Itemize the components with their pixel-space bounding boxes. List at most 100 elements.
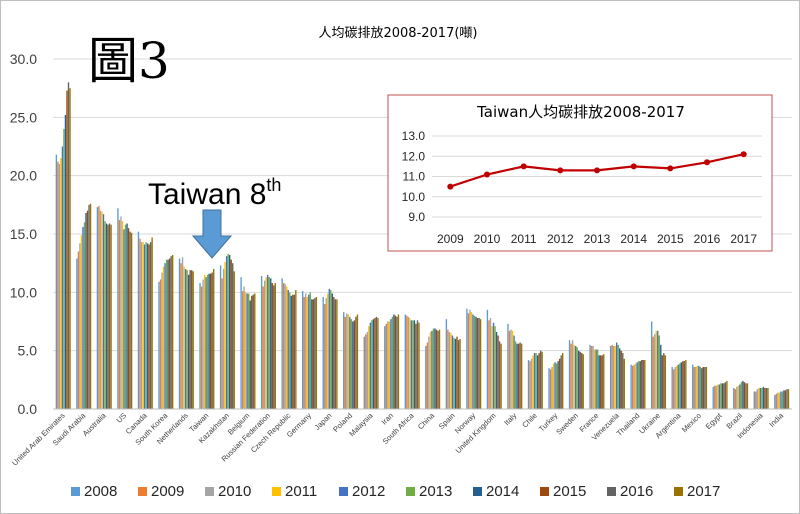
bar-2010 [510, 329, 512, 409]
bar-2009 [57, 161, 59, 409]
inset-data-point [630, 163, 637, 170]
bar-2017 [151, 237, 153, 409]
bar-2013 [289, 292, 291, 409]
bar-2011 [429, 332, 432, 409]
bar-2008 [281, 278, 283, 409]
bar-2010 [428, 336, 430, 409]
inset-x-tick-label: 2015 [657, 232, 684, 246]
bar-2008 [774, 395, 776, 409]
bar-2014 [536, 355, 539, 409]
main-x-tick-label: Malaysia [347, 410, 375, 438]
bar-2008 [650, 321, 653, 409]
inset-data-point [484, 171, 490, 178]
legend-swatch [71, 487, 80, 496]
main-x-tick-label: US [115, 411, 129, 425]
bar-2012 [431, 330, 433, 409]
bar-2016 [273, 285, 275, 409]
bar-2010 [777, 392, 779, 409]
main-y-tick-label: 0.0 [18, 401, 38, 417]
bar-2010 [530, 358, 533, 409]
bar-2011 [491, 326, 493, 409]
bar-2011 [327, 293, 329, 409]
bar-2017 [110, 224, 112, 409]
bar-2010 [202, 279, 204, 409]
bar-2013 [494, 326, 496, 409]
bar-2014 [721, 383, 724, 409]
bar-2010 [79, 243, 81, 409]
bar-2008 [486, 309, 489, 409]
bar-2009 [467, 313, 470, 409]
bar-2009 [426, 342, 429, 409]
legend-label: 2011 [285, 483, 317, 500]
main-x-tick-label: Thailand [615, 411, 642, 438]
bar-2013 [391, 316, 394, 409]
bar-2017 [479, 319, 482, 409]
bar-2015 [456, 336, 458, 409]
bar-2008 [55, 154, 58, 409]
bar-2011 [593, 349, 596, 409]
bar-2015 [127, 228, 130, 409]
bar-2012 [369, 322, 372, 409]
bar-2012 [780, 391, 782, 409]
bar-2010 [469, 309, 471, 409]
bar-2017 [541, 351, 543, 409]
bar-2008 [302, 291, 304, 409]
legend-label: 2010 [218, 483, 251, 500]
bar-2010 [551, 367, 553, 409]
legend-label: 2009 [151, 483, 184, 500]
bar-2009 [159, 279, 162, 409]
bar-2017 [562, 353, 564, 409]
bar-2014 [290, 295, 292, 409]
bar-2014 [167, 259, 169, 409]
bar-2009 [139, 238, 141, 409]
bar-2014 [352, 321, 354, 409]
bar-2011 [183, 266, 185, 409]
bar-2017 [295, 290, 297, 409]
bar-2017 [213, 269, 215, 409]
bar-2010 [654, 334, 656, 409]
bar-2014 [64, 115, 67, 409]
inset-series-taiwan [447, 151, 747, 190]
legend-swatch [674, 487, 683, 496]
bar-2008 [260, 276, 263, 409]
legend-label: 2008 [84, 483, 117, 500]
bar-2011 [655, 330, 657, 409]
bar-2015 [292, 294, 294, 409]
bar-2008 [404, 314, 407, 409]
bar-2013 [371, 320, 373, 409]
bar-2008 [363, 336, 365, 409]
bar-2013 [309, 292, 311, 409]
main-y-tick-label: 30.0 [10, 51, 37, 67]
bar-2016 [745, 383, 747, 409]
bar-2013 [514, 341, 517, 409]
bar-2015 [168, 258, 171, 409]
bar-2015 [723, 383, 725, 409]
bar-2016 [190, 270, 193, 409]
inset-x-tick-label: 2012 [547, 232, 574, 246]
bar-2017 [685, 360, 687, 409]
bar-2012 [533, 353, 536, 409]
bar-2013 [740, 382, 743, 409]
bar-2015 [497, 335, 499, 409]
bar-2015 [271, 283, 273, 409]
main-bars [55, 82, 790, 410]
bar-2013 [658, 335, 660, 409]
bar-2016 [519, 342, 521, 409]
bar-2008 [712, 386, 714, 409]
main-y-tick-label: 15.0 [10, 226, 37, 242]
bar-2016 [663, 353, 665, 409]
bar-2011 [573, 344, 575, 409]
bar-2013 [555, 363, 558, 409]
bar-2013 [781, 391, 784, 409]
bar-2015 [661, 355, 663, 409]
bar-2014 [619, 348, 621, 409]
legend-label: 2014 [486, 483, 519, 500]
bar-2009 [221, 278, 223, 409]
bar-2015 [251, 295, 253, 409]
legend-swatch [272, 487, 281, 496]
bar-2017 [336, 299, 338, 409]
bar-2016 [170, 256, 172, 409]
bar-2017 [500, 343, 502, 409]
bar-2012 [657, 330, 659, 409]
bar-2014 [598, 355, 600, 409]
